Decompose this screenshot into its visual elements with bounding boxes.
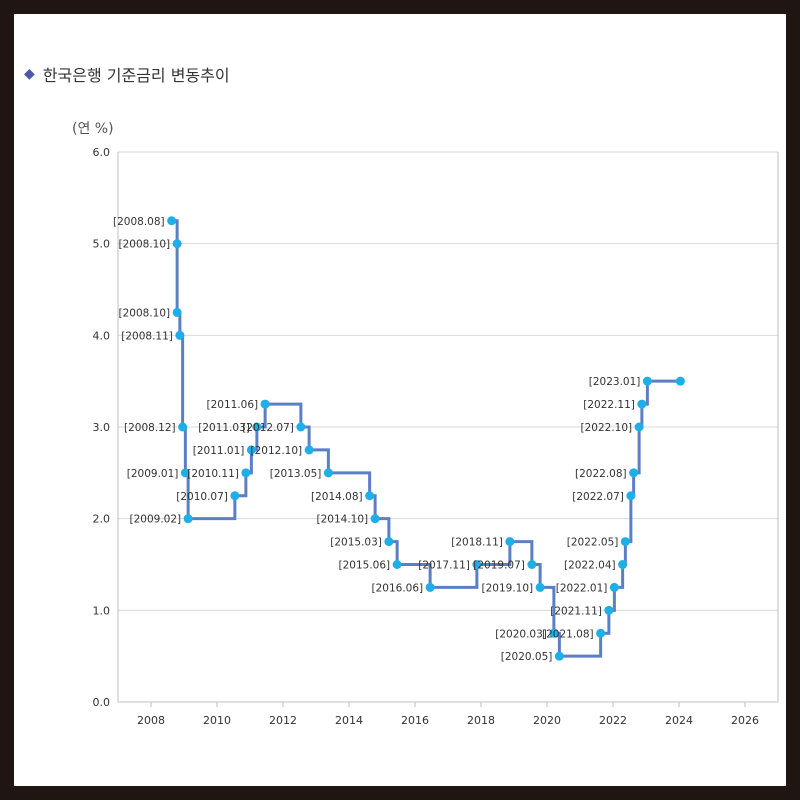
- data-label: [2009.01]: [127, 468, 179, 480]
- data-label: [2011.03]: [198, 422, 250, 434]
- data-point: [596, 628, 606, 638]
- data-point: [370, 514, 380, 524]
- data-point: [634, 422, 644, 432]
- data-point: [604, 605, 614, 615]
- data-label: [2018.11]: [451, 537, 503, 549]
- data-point: [554, 651, 564, 661]
- title-row: ◆ 한국은행 기준금리 변동추이: [24, 62, 230, 86]
- data-label: [2011.01]: [193, 445, 245, 457]
- data-point: [172, 307, 182, 317]
- x-tick-label: 2016: [401, 714, 429, 727]
- data-label: [2010.11]: [187, 468, 239, 480]
- y-tick-label: 1.0: [93, 604, 111, 617]
- data-point: [618, 560, 628, 569]
- data-point: [172, 239, 182, 249]
- data-label: [2008.10]: [119, 239, 171, 251]
- data-point: [472, 560, 482, 569]
- data-point: [642, 376, 652, 386]
- x-tick-label: 2026: [731, 714, 759, 727]
- chart-title: 한국은행 기준금리 변동추이: [42, 66, 230, 85]
- data-point: [549, 628, 559, 638]
- data-label: [2022.08]: [575, 468, 627, 480]
- x-tick-label: 2008: [137, 714, 165, 727]
- y-tick-label: 0.0: [93, 696, 111, 709]
- data-point: [384, 537, 394, 547]
- x-tick-label: 2022: [599, 714, 627, 727]
- y-tick-label: 3.0: [93, 421, 111, 434]
- data-label: [2022.11]: [583, 399, 635, 411]
- data-point: [230, 491, 240, 501]
- data-label: [2014.10]: [317, 514, 369, 526]
- data-point: [296, 422, 306, 432]
- data-label: [2022.01]: [556, 582, 608, 594]
- x-tick-label: 2014: [335, 714, 363, 727]
- data-point: [241, 468, 251, 478]
- data-label: [2011.06]: [207, 399, 259, 411]
- data-point: [260, 399, 270, 409]
- data-point: [167, 216, 177, 226]
- data-label: [2008.08]: [113, 216, 165, 228]
- data-point: [365, 491, 375, 501]
- data-point: [180, 468, 190, 478]
- data-point: [637, 399, 647, 409]
- y-axis-unit-label: (연 %): [72, 121, 114, 137]
- diamond-bullet-icon: ◆: [24, 66, 35, 82]
- data-label: [2013.05]: [270, 468, 322, 480]
- x-tick-label: 2018: [467, 714, 495, 727]
- data-point: [392, 560, 402, 569]
- data-label: [2009.02]: [130, 514, 182, 526]
- data-point: [535, 582, 545, 592]
- data-point: [629, 468, 639, 478]
- data-point: [527, 560, 537, 569]
- data-point: [323, 468, 333, 478]
- x-tick-label: 2024: [665, 714, 693, 727]
- data-label: [2008.11]: [121, 330, 173, 342]
- data-point: [425, 582, 435, 592]
- rate-chart: 0.0 1.0 2.0 3.0 4.0 5.0 6.0 2008 2010 2012 2014 201…: [93, 146, 779, 727]
- data-point: [675, 376, 685, 386]
- data-label: [2022.05]: [567, 537, 619, 549]
- data-label: [2022.07]: [572, 491, 624, 503]
- data-label: [2008.12]: [124, 422, 176, 434]
- data-point: [252, 422, 262, 432]
- data-point: [175, 330, 185, 340]
- data-label: [2016.06]: [372, 582, 424, 594]
- data-label: [2019.07]: [473, 560, 525, 572]
- data-point: [304, 445, 314, 455]
- x-tick-label: 2020: [533, 714, 561, 727]
- data-point: [178, 422, 188, 432]
- data-label: [2017.11]: [418, 560, 470, 572]
- y-tick-label: 5.0: [93, 238, 111, 251]
- data-label: [2020.03]: [495, 628, 547, 640]
- data-label: [2019.10]: [482, 582, 534, 594]
- data-label: [2008.10]: [119, 307, 171, 319]
- data-label: [2015.03]: [330, 537, 382, 549]
- data-point: [505, 537, 515, 547]
- data-label: [2012.07]: [242, 422, 294, 434]
- data-label: [2022.10]: [581, 422, 633, 434]
- y-tick-label: 6.0: [93, 146, 111, 159]
- data-label: [2014.08]: [311, 491, 363, 503]
- data-label: [2021.11]: [550, 605, 602, 617]
- data-point: [609, 582, 619, 592]
- y-tick-label: 2.0: [93, 513, 111, 526]
- data-label: [2010.07]: [176, 491, 228, 503]
- x-tick-label: 2010: [203, 714, 231, 727]
- data-point: [183, 514, 193, 524]
- data-label: [2021.08]: [542, 628, 594, 640]
- data-label: [2020.05]: [501, 651, 553, 663]
- data-point: [246, 445, 256, 455]
- data-label: [2023.01]: [589, 376, 641, 388]
- chart-panel: ◆ 한국은행 기준금리 변동추이 (연 %) 0.0 1.0 2.0 3.0 4.0 5.…: [14, 14, 786, 786]
- x-tick-label: 2012: [269, 714, 297, 727]
- data-label: [2022.04]: [564, 560, 616, 572]
- data-label: [2015.06]: [339, 560, 391, 572]
- data-label: [2012.10]: [251, 445, 303, 457]
- data-point: [620, 537, 630, 547]
- data-point: [626, 491, 636, 501]
- y-tick-label: 4.0: [93, 329, 111, 342]
